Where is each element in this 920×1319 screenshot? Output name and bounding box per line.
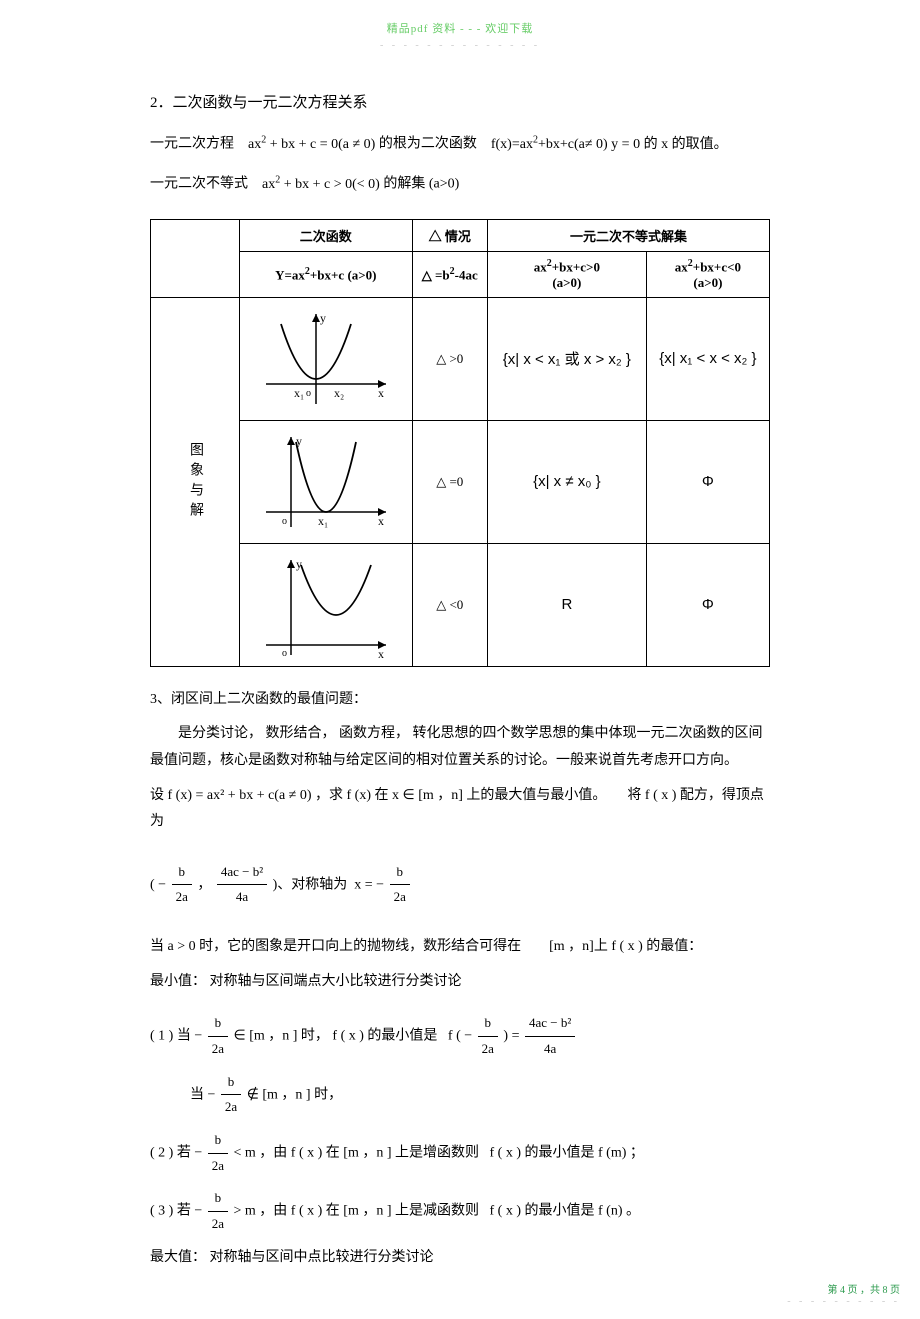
graph-one-root: x₁ y x o — [240, 420, 413, 543]
set-r3-c2: Φ — [646, 543, 769, 666]
section-3-title: 3、闭区间上二次函数的最值问题： — [150, 687, 770, 714]
delta-eq0: △ =0 — [412, 420, 487, 543]
vertex-line: ( − b 2a ， 4ac − b² 4a )、对称轴为 x = − b 2a — [150, 860, 770, 910]
case-1b: 当 − b 2a ∉ [m ，n ] 时， — [150, 1070, 770, 1120]
svg-text:o: o — [306, 388, 311, 399]
eq1-prefix: 一元二次方程 — [150, 137, 234, 152]
parabola-no-root-icon: y x o — [256, 550, 396, 660]
frac-b-2a-c1: b 2a — [208, 1011, 228, 1061]
case-3: ( 3 ) 若 − b 2a > m ，由 f ( x ) 在 [m ，n ] … — [150, 1186, 770, 1236]
eq1-fx: f(x)=ax2+bx+c(a≠ 0) y = 0 的 x 的取值。 — [491, 137, 728, 152]
svg-text:o: o — [282, 516, 287, 527]
row-label: 图象与解 — [151, 297, 240, 666]
frac-num: b — [208, 1011, 228, 1037]
footer-dots: - - - - - - - - - - — [787, 1296, 900, 1307]
inequality-table: 二次函数 △ 情况 一元二次不等式解集 Y=ax2+bx+c (a>0) △ =… — [150, 219, 770, 667]
frac-b-2a-c3: b 2a — [208, 1186, 228, 1236]
parabola-two-roots-icon: x₁ x₂ y x o — [256, 304, 396, 414]
frac-den: 2a — [208, 1212, 228, 1237]
eq2-prefix: 一元二次不等式 — [150, 177, 248, 192]
col4-sub: ax2+bx+c<0(a>0) — [646, 251, 769, 297]
frac-4acb-4a-c1: 4ac − b² 4a — [525, 1011, 575, 1061]
graph-two-roots: x₁ x₂ y x o — [240, 297, 413, 420]
set-r2-c1: {x| x ≠ x₀ } — [487, 420, 646, 543]
th-delta: △ 情况 — [412, 219, 487, 251]
svg-text:x₁: x₁ — [294, 386, 304, 400]
graph-no-root: y x o — [240, 543, 413, 666]
set-r1-c1: {x| x < x₁ 或 x > x₂ } — [487, 297, 646, 420]
frac-den: 2a — [208, 1154, 228, 1179]
equation-line-2: 一元二次不等式 ax2 + bx + c > 0(< 0) 的解集 (a>0) — [150, 170, 770, 198]
page-footer: 第 4 页 ，共 8 页 - - - - - - - - - - — [787, 1281, 900, 1307]
eq1-mid: 的根为二次函数 — [379, 137, 477, 152]
frac-b-2a-2: b 2a — [390, 860, 410, 910]
min-title: 最小值： 对称轴与区间端点大小比较进行分类讨论 — [150, 969, 770, 996]
th-solution-set: 一元二次不等式解集 — [487, 219, 769, 251]
frac-b-2a-c1b: b 2a — [478, 1011, 498, 1061]
frac-num: 4ac − b² — [217, 860, 267, 886]
frac-num: b — [221, 1070, 241, 1096]
svg-text:x: x — [378, 647, 384, 660]
svg-text:o: o — [282, 648, 287, 659]
col1-header: 二次函数 — [244, 226, 408, 245]
frac-4acb-4a: 4ac − b² 4a — [217, 860, 267, 910]
case-2: ( 2 ) 若 − b 2a < m ，由 f ( x ) 在 [m ，n ] … — [150, 1128, 770, 1178]
p3b: [m ，n]上 f ( x ) 的最值： — [549, 939, 702, 954]
th-quadratic: 二次函数 — [240, 219, 413, 251]
frac-b-2a-c2: b 2a — [208, 1128, 228, 1178]
section-3-p3: 当 a > 0 时，它的图象是开口向上的抛物线，数形结合可得在 [m ，n]上 … — [150, 934, 770, 961]
frac-den: 2a — [390, 885, 410, 910]
section-2-title: 2．二次函数与一元二次方程关系 — [150, 91, 770, 112]
header-dots: - - - - - - - - - - - - - - — [150, 40, 770, 51]
frac-den: 2a — [172, 885, 192, 910]
frac-num: b — [172, 860, 192, 886]
set-r2-c2: Φ — [646, 420, 769, 543]
svg-text:y: y — [320, 311, 326, 325]
c3-suffix: f ( x ) 的最小值是 f (n) 。 — [490, 1204, 640, 1219]
frac-den: 2a — [221, 1095, 241, 1120]
svg-text:y: y — [296, 557, 302, 571]
eq1-body: ax2 + bx + c = 0(a ≠ 0) — [248, 137, 375, 152]
sec3-p2a: 设 f (x) = ax² + bx + c(a ≠ 0) ，求 f (x) 在… — [150, 788, 606, 803]
header-watermark: 精品pdf 资料 - - - 欢迎下载 — [150, 20, 770, 36]
frac-num: 4ac − b² — [525, 1011, 575, 1037]
eq2-body: ax2 + bx + c > 0(< 0) — [262, 177, 380, 192]
set-r1-c2: {x| x₁ < x < x₂ } — [646, 297, 769, 420]
footer-page-num: 第 4 页 ，共 8 页 — [787, 1281, 900, 1296]
frac-den: 2a — [478, 1037, 498, 1062]
frac-num: b — [390, 860, 410, 886]
set-r3-c1: R — [487, 543, 646, 666]
col2-header: △ 情况 — [417, 226, 483, 245]
p3a: 当 a > 0 时，它的图象是开口向上的抛物线，数形结合可得在 — [150, 939, 521, 954]
col2-sub: △ =b2-4ac — [412, 251, 487, 297]
frac-den: 4a — [217, 885, 267, 910]
col3-sub: ax2+bx+c>0(a>0) — [487, 251, 646, 297]
delta-gt0: △ >0 — [412, 297, 487, 420]
frac-num: b — [208, 1128, 228, 1154]
frac-num: b — [478, 1011, 498, 1037]
equation-line-1: 一元二次方程 ax2 + bx + c = 0(a ≠ 0) 的根为二次函数 f… — [150, 130, 770, 158]
c2-suffix: f ( x ) 的最小值是 f (m) ； — [490, 1146, 644, 1161]
col1-sub: Y=ax2+bx+c (a>0) — [240, 251, 413, 297]
section-3-p1: 是分类讨论， 数形结合， 函数方程， 转化思想的四个数学思想的集中体现一元二次函… — [150, 721, 770, 774]
parabola-one-root-icon: x₁ y x o — [256, 427, 396, 537]
max-title: 最大值： 对称轴与区间中点比较进行分类讨论 — [150, 1245, 770, 1272]
section-3-p2: 设 f (x) = ax² + bx + c(a ≠ 0) ，求 f (x) 在… — [150, 783, 770, 836]
svg-text:x₁: x₁ — [318, 514, 328, 528]
svg-text:x: x — [378, 514, 384, 528]
document-page: 精品pdf 资料 - - - 欢迎下载 - - - - - - - - - - … — [0, 0, 920, 1319]
frac-den: 2a — [208, 1037, 228, 1062]
frac-b-2a-1: b 2a — [172, 860, 192, 910]
svg-text:y: y — [296, 434, 302, 448]
eq2-suffix: 的解集 (a>0) — [383, 177, 459, 192]
svg-text:x₂: x₂ — [334, 386, 344, 400]
frac-den: 4a — [525, 1037, 575, 1062]
frac-num: b — [208, 1186, 228, 1212]
delta-lt0: △ <0 — [412, 543, 487, 666]
frac-b-2a-c1c: b 2a — [221, 1070, 241, 1120]
svg-text:x: x — [378, 386, 384, 400]
case-1: ( 1 ) 当 − b 2a ∈ [m ，n ] 时， f ( x ) 的最小值… — [150, 1011, 770, 1061]
